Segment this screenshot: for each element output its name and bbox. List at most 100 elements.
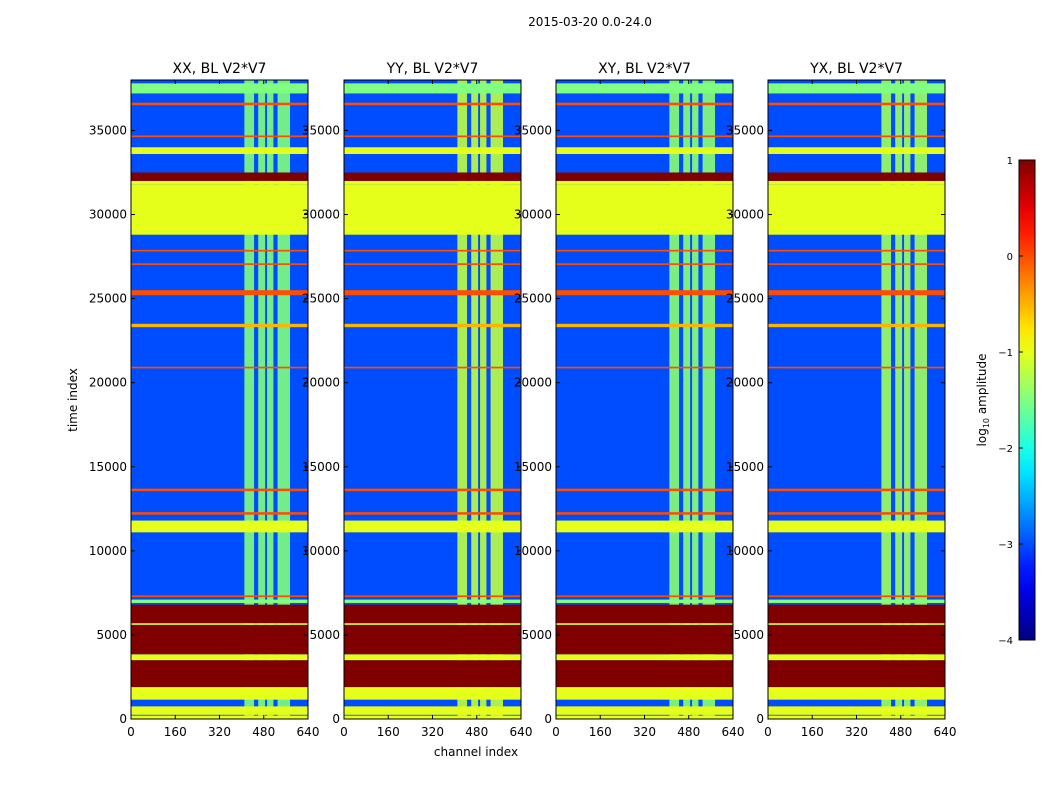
- bright-channel-block: [904, 80, 911, 719]
- horizontal-band: [556, 102, 733, 106]
- horizontal-band: [556, 180, 733, 185]
- x-tick-label: 320: [208, 725, 231, 739]
- horizontal-band: [131, 706, 308, 715]
- y-tick-label: 15000: [726, 460, 764, 474]
- y-tick-label: 20000: [302, 376, 340, 390]
- bright-channel-block: [267, 80, 274, 719]
- horizontal-band: [556, 172, 733, 181]
- x-tick-label: 320: [845, 725, 868, 739]
- y-tick-label: 25000: [89, 292, 127, 306]
- y-tick-label: 5000: [96, 628, 127, 642]
- horizontal-band: [768, 135, 945, 138]
- horizontal-band: [344, 102, 521, 106]
- horizontal-band: [344, 520, 521, 533]
- horizontal-band: [768, 366, 945, 369]
- horizontal-band: [131, 102, 308, 106]
- colorbar-tick-label: −4: [998, 636, 1013, 647]
- bright-channel-block: [895, 80, 903, 719]
- horizontal-band: [556, 147, 733, 154]
- x-tick-label: 0: [340, 725, 348, 739]
- colorbar: 1 0 −1 −2 −3 −4 log10 amplitude: [975, 156, 1036, 647]
- x-axis-label: channel index: [434, 745, 518, 759]
- horizontal-band: [556, 604, 733, 624]
- horizontal-band: [344, 184, 521, 235]
- horizontal-band: [768, 488, 945, 492]
- horizontal-band: [556, 290, 733, 296]
- horizontal-band: [344, 595, 521, 598]
- bright-channel-block: [702, 80, 716, 719]
- bright-channel-block: [692, 80, 699, 719]
- horizontal-band: [131, 599, 308, 603]
- y-tick-label: 10000: [726, 544, 764, 558]
- colorbar-tick-label: 1: [1007, 156, 1013, 167]
- y-tick-label: 35000: [726, 123, 764, 137]
- y-tick-label: 10000: [514, 544, 552, 558]
- x-tick-label: 0: [552, 725, 560, 739]
- horizontal-band: [768, 83, 945, 94]
- x-tick-label: 640: [722, 725, 745, 739]
- horizontal-band: [768, 147, 945, 154]
- horizontal-band: [556, 624, 733, 655]
- horizontal-band: [131, 249, 308, 252]
- horizontal-band: [768, 595, 945, 598]
- horizontal-band: [556, 706, 733, 715]
- horizontal-band: [768, 624, 945, 655]
- horizontal-band: [344, 624, 521, 655]
- horizontal-band: [131, 184, 308, 235]
- horizontal-band: [556, 654, 733, 661]
- panel-title: YX, BL V2*V7: [809, 61, 903, 77]
- bright-channel-block: [277, 80, 291, 719]
- horizontal-band: [344, 706, 521, 715]
- panel-title: XX, BL V2*V7: [173, 61, 267, 77]
- y-tick-label: 5000: [521, 628, 552, 642]
- horizontal-band: [768, 512, 945, 515]
- horizontal-band: [344, 687, 521, 700]
- y-tick-label: 30000: [302, 208, 340, 222]
- horizontal-band: [768, 599, 945, 603]
- horizontal-band: [131, 654, 308, 661]
- x-tick-label: 0: [764, 725, 772, 739]
- horizontal-band: [768, 660, 945, 688]
- panel-title: YY, BL V2*V7: [386, 61, 479, 77]
- x-tick-label: 160: [377, 725, 400, 739]
- y-tick-label: 10000: [89, 544, 127, 558]
- bright-channel-block: [669, 80, 680, 719]
- y-tick-label: 15000: [514, 460, 552, 474]
- horizontal-band: [768, 263, 945, 265]
- y-tick-label: 0: [332, 712, 340, 726]
- horizontal-band: [131, 290, 308, 296]
- horizontal-band: [344, 654, 521, 661]
- horizontal-band: [131, 147, 308, 154]
- heatmap-panel: YX, BL V2*V7 0 160 320 480 640 0 5000 10000 15000…: [726, 61, 957, 739]
- horizontal-band: [556, 488, 733, 492]
- y-tick-label: 0: [544, 712, 552, 726]
- horizontal-band: [131, 323, 308, 328]
- y-tick-label: 30000: [514, 208, 552, 222]
- y-tick-label: 20000: [726, 376, 764, 390]
- heatmap-panel: XX, BL V2*V7 0 160 320 480 640 0 5000 10000 15000…: [89, 61, 320, 739]
- horizontal-band: [131, 595, 308, 598]
- horizontal-band: [344, 180, 521, 185]
- y-tick-label: 30000: [726, 208, 764, 222]
- y-tick-label: 35000: [89, 123, 127, 137]
- bright-channel-block: [471, 80, 479, 719]
- horizontal-band: [768, 249, 945, 252]
- horizontal-band: [131, 604, 308, 624]
- y-tick-label: 25000: [302, 292, 340, 306]
- y-tick-label: 0: [119, 712, 127, 726]
- horizontal-band: [131, 135, 308, 138]
- y-tick-label: 0: [756, 712, 764, 726]
- horizontal-band: [556, 135, 733, 138]
- horizontal-band: [768, 604, 945, 624]
- x-tick-label: 480: [465, 725, 488, 739]
- horizontal-band: [344, 488, 521, 492]
- horizontal-band: [131, 180, 308, 185]
- bright-channel-block: [480, 80, 487, 719]
- horizontal-band: [131, 687, 308, 700]
- x-tick-label: 160: [801, 725, 824, 739]
- x-tick-label: 480: [677, 725, 700, 739]
- y-tick-label: 35000: [302, 123, 340, 137]
- horizontal-band: [131, 660, 308, 688]
- y-tick-label: 25000: [514, 292, 552, 306]
- x-tick-label: 480: [889, 725, 912, 739]
